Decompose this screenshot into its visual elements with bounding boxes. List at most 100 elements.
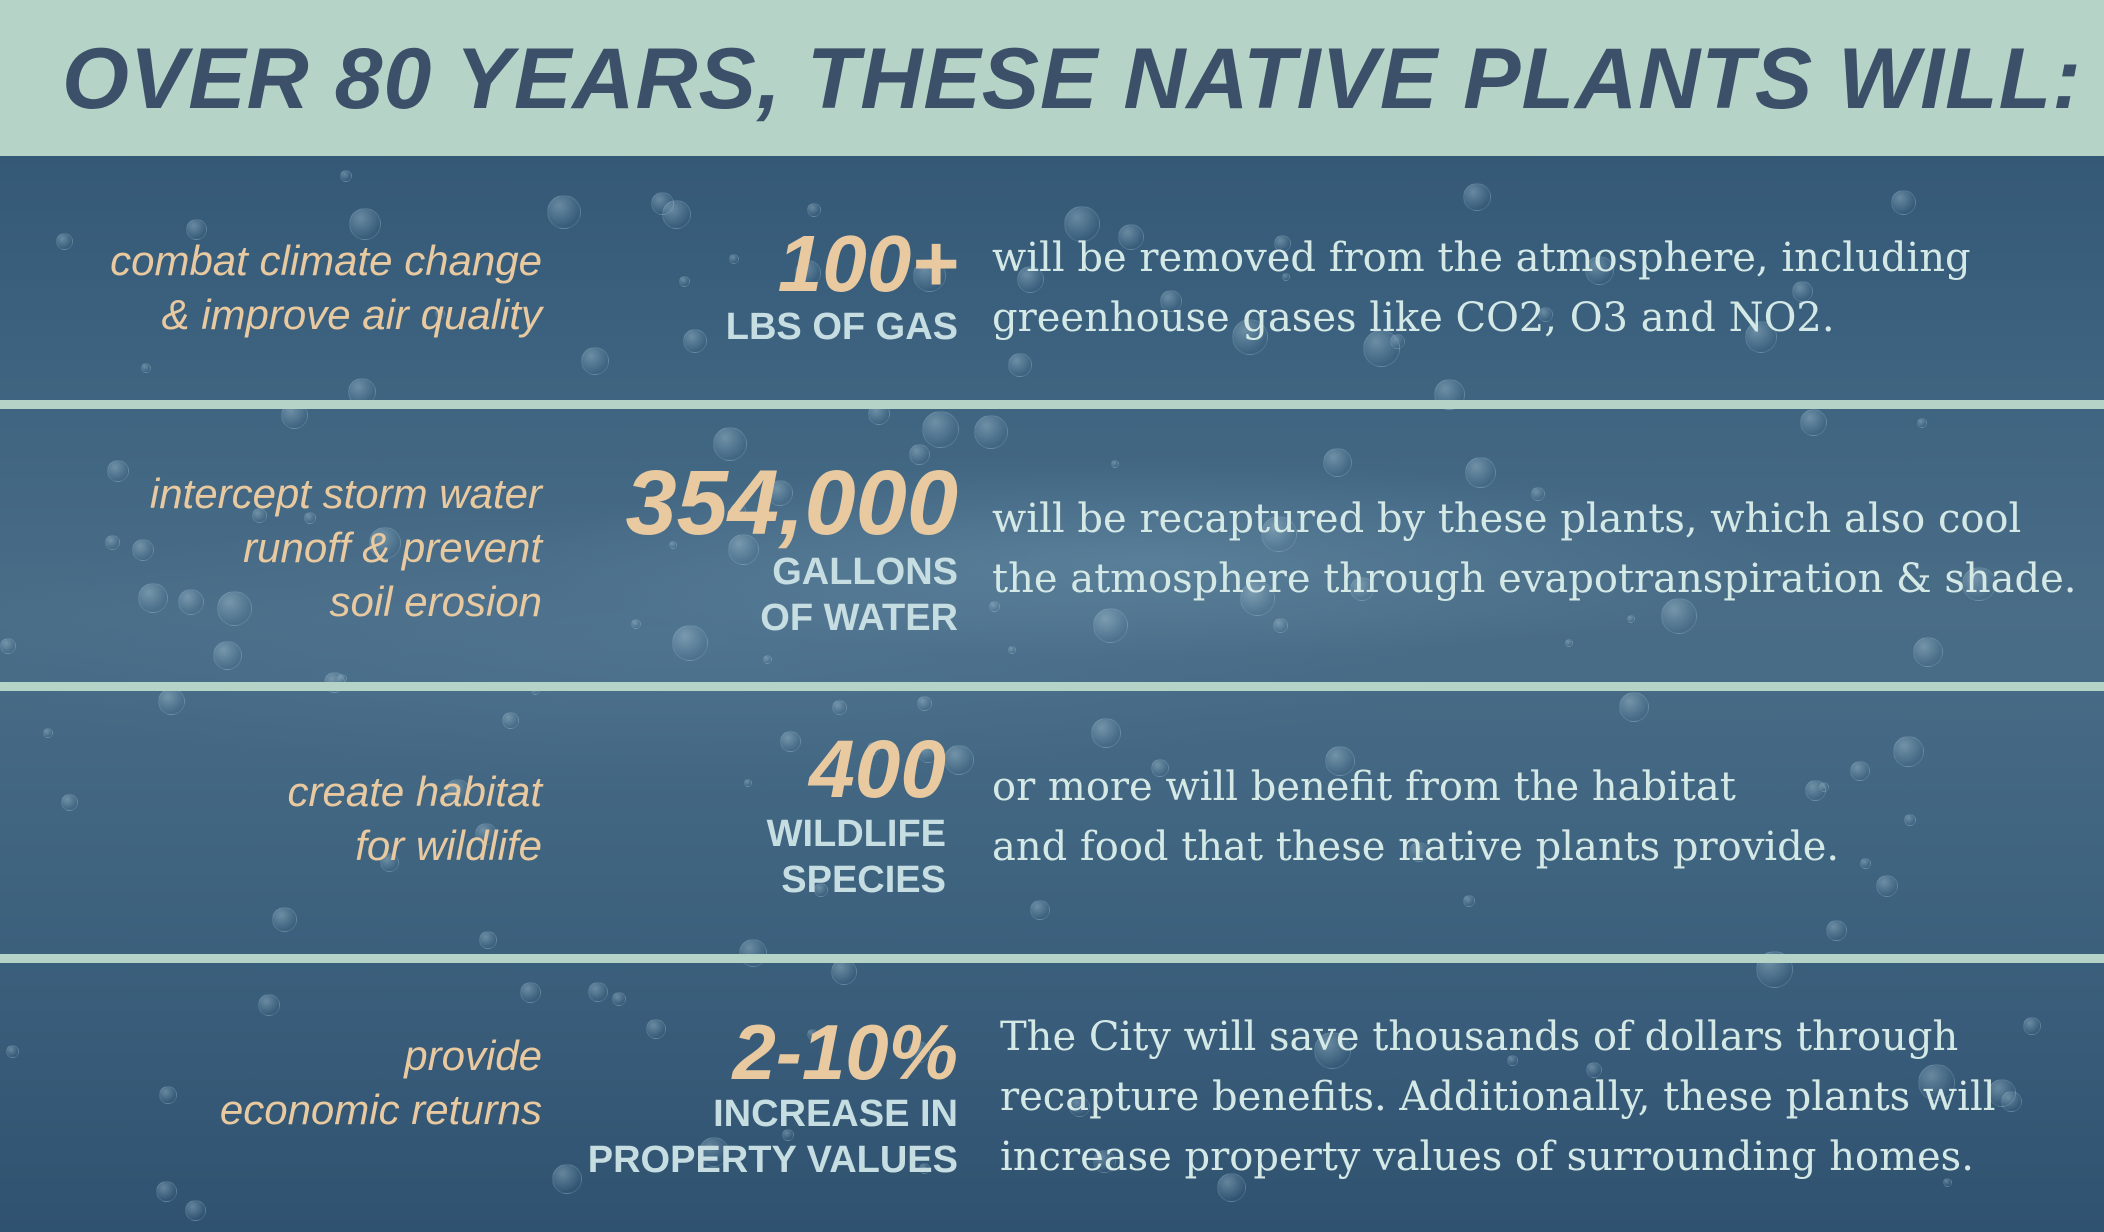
water-bubble xyxy=(1069,1096,1090,1117)
water-bubble xyxy=(107,460,129,482)
water-bubble xyxy=(1273,618,1288,633)
water-bubble xyxy=(780,731,801,752)
water-bubble xyxy=(713,427,747,461)
water-bubble xyxy=(304,512,316,524)
water-bubble xyxy=(158,688,185,715)
water-bubble xyxy=(662,200,691,229)
water-bubble xyxy=(479,931,497,949)
water-bubble xyxy=(138,583,168,613)
water-bubble xyxy=(646,1019,666,1039)
water-bubble xyxy=(672,625,708,661)
water-bubble xyxy=(1350,577,1374,601)
water-bubble xyxy=(795,260,821,286)
water-bubble xyxy=(1904,814,1916,826)
water-bubble xyxy=(917,741,939,763)
water-bubble xyxy=(552,1164,582,1194)
water-bubble xyxy=(1017,266,1044,293)
water-bubble xyxy=(763,655,772,664)
water-bubble xyxy=(0,638,16,654)
water-bubble xyxy=(730,503,746,519)
water-bubble xyxy=(547,195,581,229)
water-bubble xyxy=(1151,759,1169,777)
benefit-goal: intercept storm water runoff & prevent s… xyxy=(149,470,542,625)
water-bubble xyxy=(917,696,932,711)
water-bubble xyxy=(1792,281,1813,302)
water-bubble xyxy=(1507,1055,1518,1066)
water-bubble xyxy=(1463,183,1491,211)
water-bubble xyxy=(43,728,53,738)
water-bubble xyxy=(1745,321,1777,353)
benefit-description: will be removed from the atmosphere, inc… xyxy=(992,235,1971,341)
water-bubble xyxy=(1160,290,1182,312)
water-bubble xyxy=(814,883,828,897)
water-bubble xyxy=(272,907,297,932)
benefit-row-economic: provide economic returns 2-10% INCREASE … xyxy=(0,963,2104,1232)
water-bubble xyxy=(683,329,707,353)
benefit-row-air-quality: combat climate change & improve air qual… xyxy=(0,156,2104,400)
water-bubble xyxy=(520,982,541,1003)
water-bubble xyxy=(922,411,959,448)
stat-value: 100+ xyxy=(777,219,958,308)
water-bubble xyxy=(867,742,880,755)
benefit-description: will be recaptured by these plants, whic… xyxy=(992,496,2077,602)
stat-value: 354,000 xyxy=(625,452,958,554)
water-bubble xyxy=(1093,608,1128,643)
water-bubble xyxy=(1118,224,1144,250)
water-bubble xyxy=(1988,1079,2016,1107)
water-bubble xyxy=(944,745,974,775)
water-bubble xyxy=(1800,409,1827,436)
water-bubble xyxy=(1314,1032,1351,1069)
water-bubble xyxy=(1008,646,1016,654)
water-bubble xyxy=(1091,718,1121,748)
water-bubble xyxy=(1891,190,1916,215)
water-bubble xyxy=(782,1129,794,1141)
water-bubble xyxy=(61,794,78,811)
row-divider xyxy=(0,682,2104,691)
page-title: OVER 80 YEARS, THESE NATIVE PLANTS WILL: xyxy=(62,31,2082,127)
water-bubble xyxy=(767,480,793,506)
water-bubble xyxy=(1619,692,1649,722)
stat-unit: GALLONS OF WATER xyxy=(760,551,958,639)
water-bubble xyxy=(728,534,759,565)
water-bubble xyxy=(340,170,352,182)
water-bubble xyxy=(217,591,252,626)
water-bubble xyxy=(1627,615,1635,623)
water-bubble xyxy=(1274,235,1291,252)
row-divider xyxy=(0,400,2104,409)
water-bubble xyxy=(132,539,154,561)
stat-unit: INCREASE IN PROPERTY VALUES xyxy=(587,1093,958,1181)
water-bubble xyxy=(6,1045,19,1058)
water-bubble xyxy=(1860,858,1871,869)
water-bubble xyxy=(1030,900,1050,920)
water-bubble xyxy=(919,1163,930,1174)
water-bubble xyxy=(1363,330,1400,367)
water-bubble xyxy=(1232,319,1268,355)
benefit-goal: provide economic returns xyxy=(219,1032,542,1133)
water-bubble xyxy=(1064,206,1100,242)
water-bubble xyxy=(989,601,1000,612)
water-bubble xyxy=(252,508,267,523)
water-bubble xyxy=(1538,307,1553,322)
water-bubble xyxy=(669,541,677,549)
water-bubble xyxy=(1325,746,1355,776)
water-bubble xyxy=(56,233,73,250)
water-bubble xyxy=(699,1137,729,1167)
water-bubble xyxy=(1893,736,1924,767)
water-bubble xyxy=(1962,567,1996,601)
benefit-description: or more will benefit from the habitat an… xyxy=(992,764,1840,870)
water-bubble xyxy=(502,712,519,729)
water-bubble xyxy=(807,203,821,217)
water-bubble xyxy=(186,219,207,240)
water-bubble xyxy=(913,259,946,292)
water-bubble xyxy=(1008,353,1032,377)
water-bubble xyxy=(1565,639,1573,647)
water-bubble xyxy=(349,208,381,240)
water-bubble xyxy=(258,994,280,1016)
water-bubble xyxy=(1323,448,1352,477)
water-bubble xyxy=(1463,895,1475,907)
water-bubble xyxy=(1826,920,1847,941)
stat-value: 2-10% xyxy=(732,1008,958,1096)
water-bubble xyxy=(435,309,445,319)
